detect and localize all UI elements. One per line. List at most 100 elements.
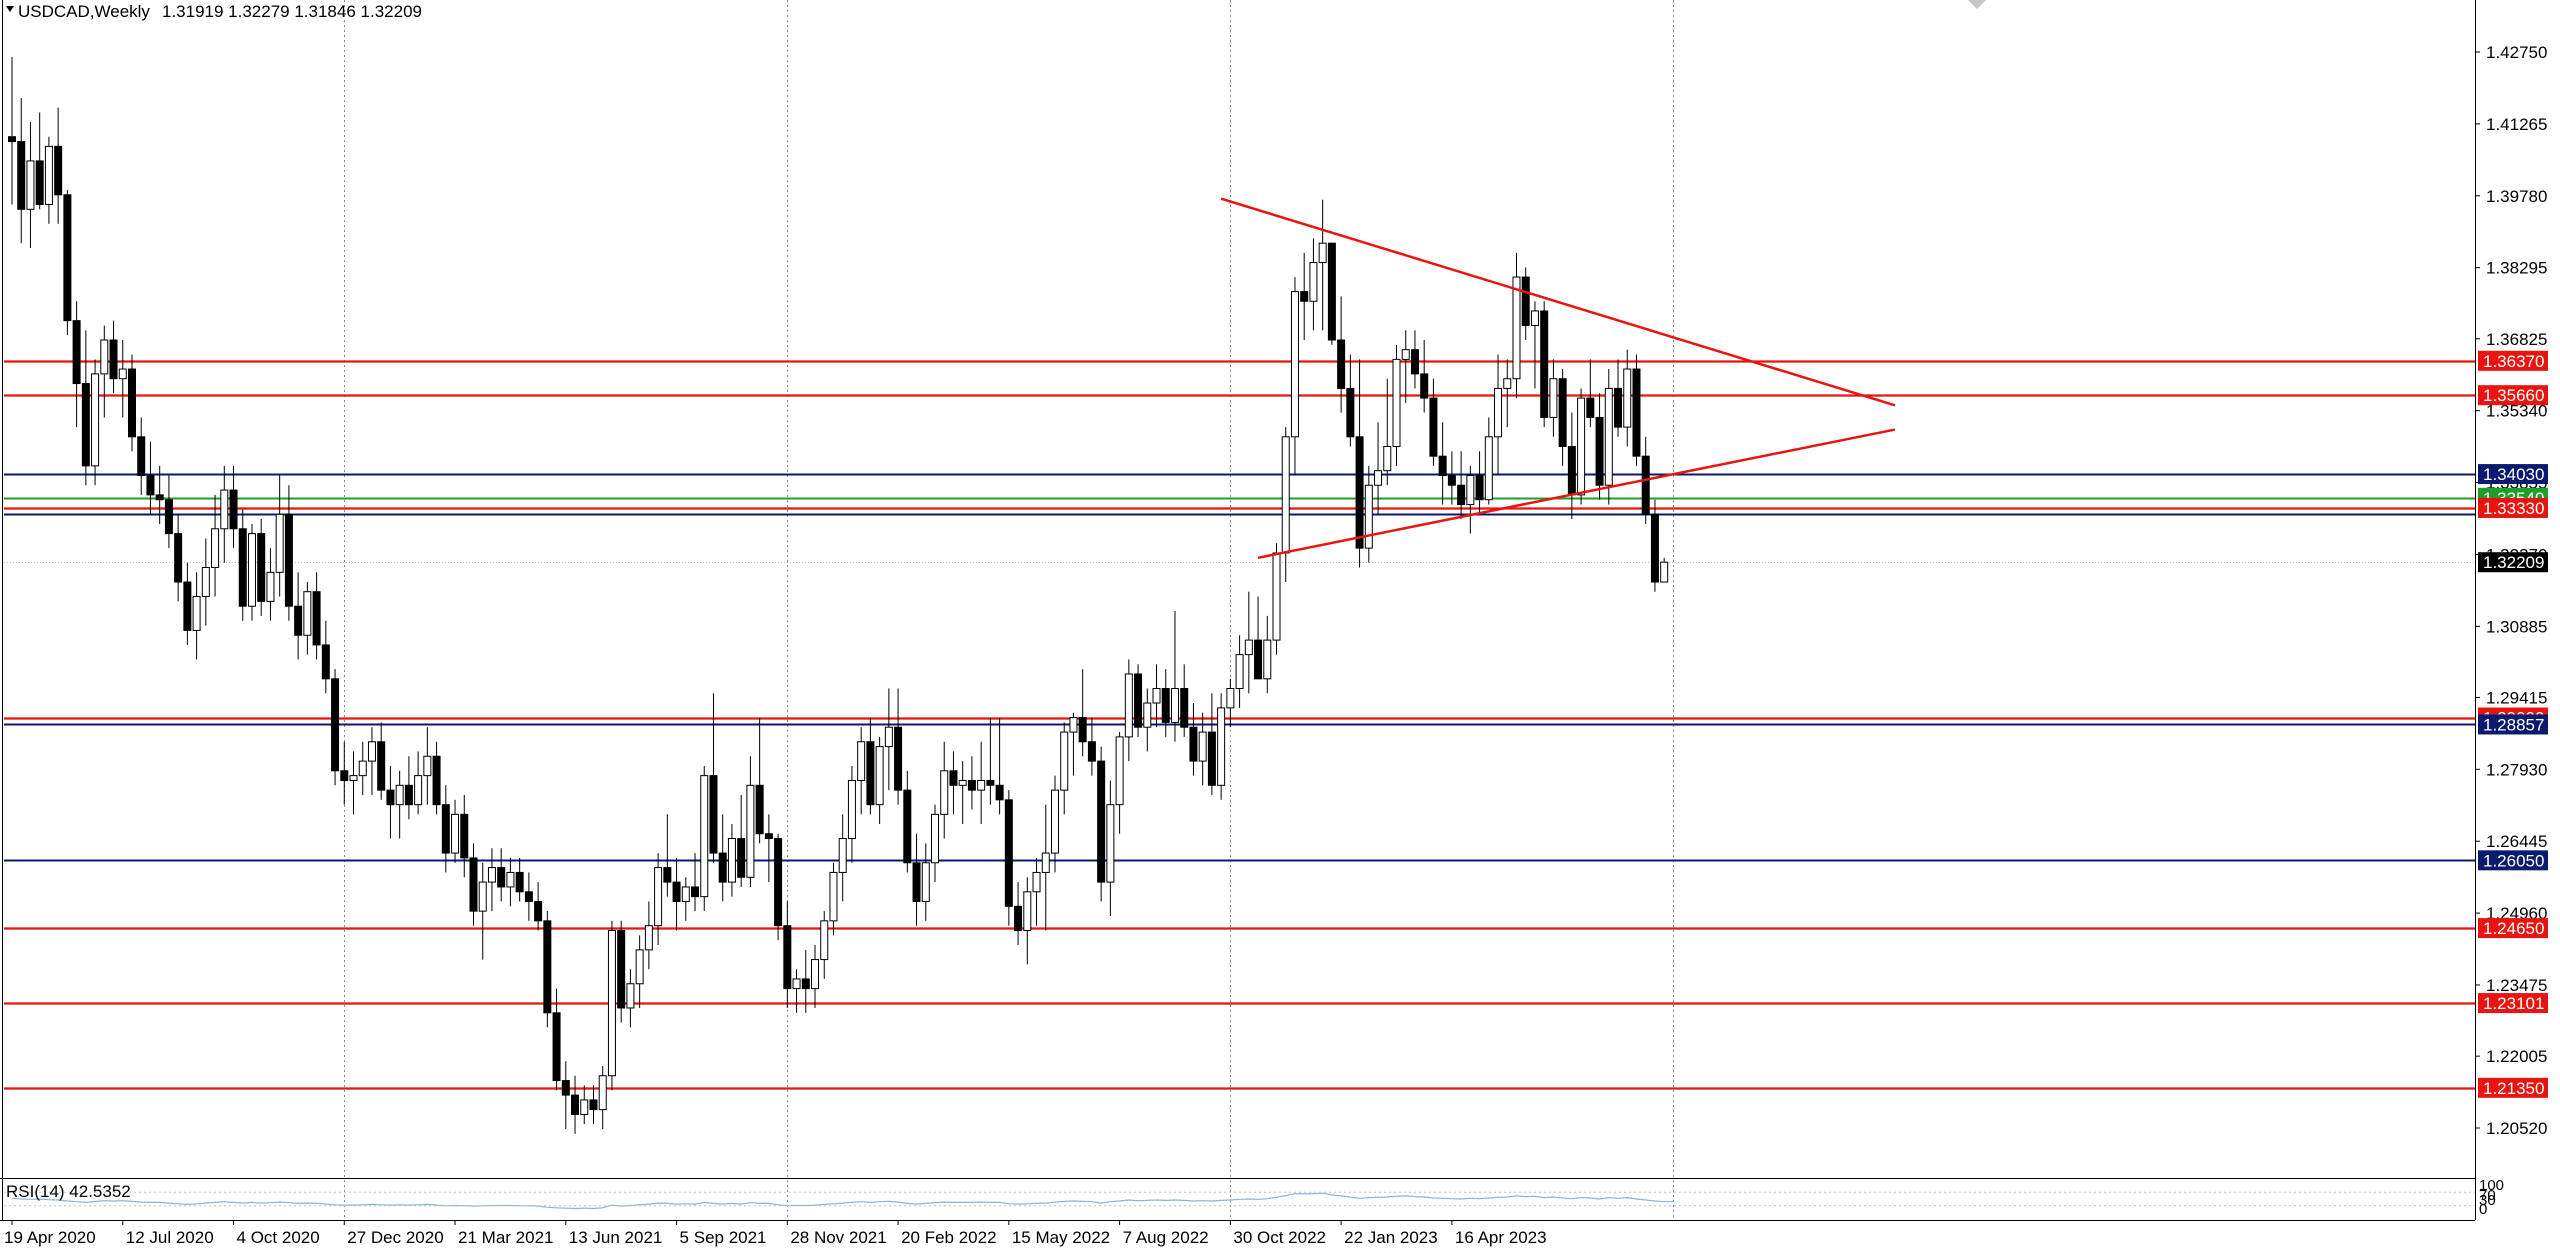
candle (340, 741, 349, 805)
candle-body (598, 1075, 607, 1111)
candle (1632, 354, 1641, 466)
candle (414, 751, 423, 815)
candle (986, 717, 995, 805)
candle (8, 56, 16, 205)
ohlc-values: 1.31919 1.32279 1.31846 1.32209 (162, 2, 422, 21)
candle (847, 765, 856, 863)
candle (534, 882, 543, 931)
candle (681, 877, 690, 921)
time-tick-label: 5 Sep 2021 (680, 1228, 767, 1247)
collapse-triangle-icon[interactable] (6, 6, 14, 12)
candle (395, 770, 404, 839)
candle-body (367, 741, 376, 762)
candle-body (17, 141, 26, 210)
candle-body (912, 862, 921, 902)
candle (441, 785, 450, 873)
candle (1124, 659, 1133, 762)
candle-body (109, 339, 118, 380)
candle (1078, 669, 1087, 757)
candle (755, 717, 764, 844)
candle-body (395, 784, 404, 806)
candle (1004, 790, 1013, 926)
symbol-label: USDCAD,Weekly (18, 2, 150, 21)
candle (967, 756, 976, 810)
candle (91, 359, 100, 486)
candle (109, 320, 118, 394)
candle-body (1475, 475, 1484, 501)
candle-body (1060, 731, 1069, 791)
candle-body (986, 779, 995, 786)
candle (238, 509, 247, 621)
candle (1254, 596, 1263, 680)
price-tick-label: 1.36825 (2486, 330, 2547, 349)
candle-body (755, 784, 764, 835)
candle (1549, 359, 1558, 437)
candle-body (441, 804, 450, 854)
candle-body (1650, 513, 1659, 583)
level-price-box (2478, 497, 2548, 518)
candle-body (1134, 673, 1143, 728)
price-tick-label: 1.30885 (2486, 617, 2547, 636)
candle (247, 523, 256, 621)
candle-body (1346, 387, 1355, 438)
candle-body (1429, 397, 1438, 457)
candle (515, 857, 524, 902)
candle-body (801, 978, 810, 990)
candle-body (1484, 436, 1493, 501)
candle-body (1272, 552, 1281, 641)
candle-body (792, 978, 801, 990)
candle-body (783, 925, 792, 990)
price-tick-label: 1.29415 (2486, 688, 2547, 707)
rsi-scale-label: 0 (2479, 1201, 2487, 1218)
time-tick-label: 27 Dec 2020 (347, 1228, 443, 1247)
candle-body (44, 145, 53, 205)
candle-body (1115, 736, 1124, 806)
candle (164, 475, 173, 549)
candle (1484, 417, 1493, 505)
candle-body (1170, 688, 1179, 723)
candle (1623, 349, 1632, 447)
candle-body (1420, 373, 1429, 399)
candle (1383, 378, 1392, 486)
candle (709, 693, 718, 863)
candle-body (211, 528, 220, 568)
level-price-box (2478, 1077, 2548, 1098)
candle (894, 688, 903, 805)
candle-body (155, 494, 164, 501)
chart-frame (0, 0, 2476, 1221)
candle (1235, 635, 1244, 708)
candle (1087, 717, 1096, 776)
chart-header: USDCAD,Weekly 1.31919 1.32279 1.31846 1.… (6, 0, 1986, 21)
candle-body (1217, 707, 1226, 786)
candle (1457, 451, 1466, 520)
candle-body (857, 741, 866, 781)
time-tick-label: 13 Jun 2021 (569, 1228, 663, 1247)
candle-body (921, 862, 930, 902)
candle-body (903, 789, 912, 864)
candle (1512, 252, 1521, 399)
scroll-marker-icon[interactable] (1968, 0, 1986, 9)
candle (1503, 359, 1512, 428)
candle-body (940, 770, 949, 815)
candle-body (1355, 436, 1364, 549)
candle (977, 741, 986, 825)
candle-body (1577, 397, 1586, 496)
candle (1032, 857, 1041, 926)
candle (432, 741, 441, 815)
candle-body (303, 591, 312, 636)
candle-body (1300, 291, 1309, 302)
candle (1604, 369, 1613, 505)
candle (580, 1085, 589, 1125)
candle-body (1660, 561, 1669, 583)
candle (294, 572, 303, 660)
candle-body (1014, 905, 1023, 932)
time-tick-label: 12 Jul 2020 (126, 1228, 214, 1247)
candle (404, 756, 413, 820)
candle (1180, 664, 1189, 737)
candle-body (580, 1099, 589, 1115)
candle-body (478, 881, 487, 912)
candle (26, 122, 35, 249)
candle-body (967, 779, 976, 791)
candle (958, 761, 967, 825)
candle (377, 722, 386, 800)
